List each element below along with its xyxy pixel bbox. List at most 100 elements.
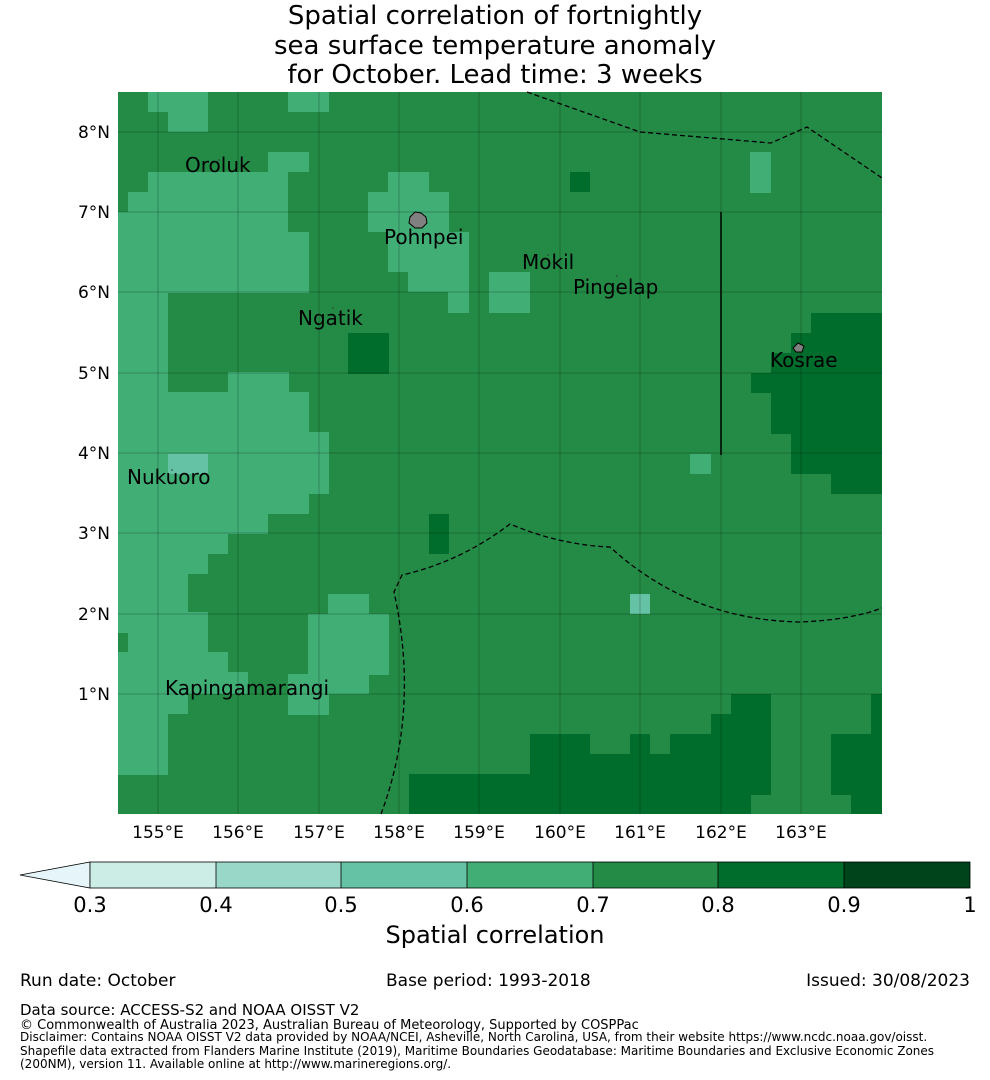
y-tick-3: 3°N [78,524,110,544]
label-kosrae: Kosrae [770,348,838,372]
label-nukuoro: Nukuoro [127,465,211,489]
colorbar-bin-0.6-0.7 [467,862,593,888]
light-cell [118,552,208,574]
y-tick-6: 6°N [78,283,110,303]
dark-cell [751,373,882,393]
light-cell [168,112,208,132]
light-cell [118,672,248,694]
y-tick-7: 7°N [78,203,110,223]
light-cell [388,172,429,192]
nukuoro-island-dot [171,469,173,471]
copyright: © Commonwealth of Australia 2023, Austra… [20,1018,639,1033]
colorbar-bin-0.3-0.4 [90,862,216,888]
light-cell [128,192,288,213]
colorbar-extend-arrow [19,861,91,889]
light-cell [368,192,449,232]
light-cell [328,594,369,614]
light-cell [118,692,188,714]
label-kapingamarangi: Kapingamarangi [165,676,329,700]
correlation-0.6-0.7-cells [118,92,771,775]
colorbar-tick-0.8: 0.8 [701,893,734,917]
dark-cell [811,313,882,333]
base-period: Base period: 1993-2018 [386,971,591,991]
light-cell [750,152,771,193]
ngatik-island-dot [332,307,334,309]
light-cell [228,372,289,393]
colorbar-tick-1: 1 [963,893,976,917]
light-cell [690,454,711,474]
colorbar: 0.3 0.4 0.5 0.6 0.7 0.8 0.9 1 [19,861,977,917]
issued-date: Issued: 30/08/2023 [806,971,970,991]
x-tick-158: 158°E [373,823,425,843]
light-cell [118,512,268,534]
colorbar-ticks: 0.3 0.4 0.5 0.6 0.7 0.8 0.9 1 [73,893,976,917]
y-tick-1: 1°N [78,685,110,705]
disclaimer: Disclaimer: Contains NOAA OISST V2 data … [20,1030,980,1072]
data-source: Data source: ACCESS-S2 and NOAA OISST V2 [20,1001,360,1019]
colorbar-tick-0.5: 0.5 [324,893,357,917]
colorbar-tick-0.3: 0.3 [73,893,106,917]
map-panel: Oroluk Pohnpei Mokil Pingelap Ngatik Kos… [118,91,883,815]
light-cell [308,614,389,675]
light-cell [128,632,208,654]
x-tick-155: 155°E [132,823,184,843]
title-line-3: for October. Lead time: 3 weeks [287,60,703,90]
light-cell [118,572,188,615]
dark-cell [771,353,882,373]
dark-cell [750,774,771,795]
mokil-island-dot [547,254,549,256]
pohnpei-island-shape [408,211,428,229]
colorbar-tick-0.4: 0.4 [199,893,232,917]
light-cell [288,694,329,715]
y-axis-ticks: 8°N 7°N 6°N 5°N 4°N 3°N 2°N 1°N [78,123,110,705]
dark-cell [831,473,882,494]
light-cell [118,612,148,633]
colorbar-bin-0.4-0.5 [216,862,342,888]
dark-cell [409,774,751,814]
light-cell [118,432,329,494]
light-cell [489,272,530,313]
x-axis-ticks: 155°E 156°E 157°E 158°E 159°E 160°E 161°… [132,823,827,843]
light-cell [388,232,469,272]
dark-cell [871,694,882,735]
islands [171,159,805,471]
y-tick-5: 5°N [78,364,110,384]
light-cell [118,532,228,554]
colorbar-tick-0.6: 0.6 [450,893,483,917]
eez-boundaries [380,91,883,815]
dark-cell [570,172,590,192]
x-tick-160: 160°E [534,823,586,843]
dark-cell [630,734,650,755]
light-cell [268,152,309,172]
colorbar-bin-0.8-0.9 [718,862,844,888]
dark-cell [530,754,771,775]
light-cell [148,172,288,193]
y-tick-4: 4°N [78,444,110,464]
eez-boundary-south [380,523,883,815]
x-tick-163: 163°E [775,823,827,843]
eez-boundary-north [526,91,883,179]
colorbar-outline [89,861,971,889]
dark-cell [429,514,449,554]
light-cell [118,492,309,514]
dark-cell [791,433,882,474]
x-tick-162: 162°E [695,823,747,843]
correlation-0.8-0.9-cells [348,172,882,814]
dark-cell [530,734,590,755]
dark-cell [348,333,389,374]
colorbar-label: Spatial correlation [385,921,605,949]
kosrae-island-shape [792,342,805,353]
colorbar-bin-0.5-0.6 [341,862,467,888]
x-tick-156: 156°E [212,823,264,843]
place-labels: Oroluk Pohnpei Mokil Pingelap Ngatik Kos… [127,153,838,700]
colorbar-dividers [215,862,845,888]
light-cell [118,712,168,775]
x-tick-159: 159°E [453,823,505,843]
light-cell [118,652,228,674]
colorbar-bin-0.9-1 [844,862,970,888]
dark-cell [791,333,882,353]
label-mokil: Mokil [522,250,574,274]
x-tick-157: 157°E [293,823,345,843]
disclaimer-line-2: Shapefile data extracted from Flanders M… [20,1043,935,1058]
